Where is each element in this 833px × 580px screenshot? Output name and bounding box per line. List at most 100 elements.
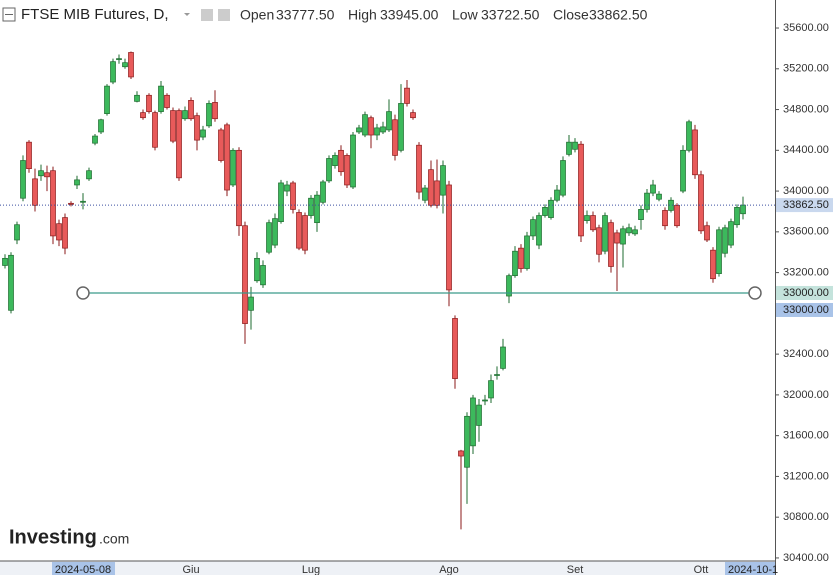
candle-body xyxy=(482,399,488,402)
candle-body xyxy=(14,224,20,241)
candle-body xyxy=(242,225,248,324)
candle-body xyxy=(410,112,416,119)
candle-body xyxy=(692,129,698,176)
candle-body xyxy=(446,184,452,291)
candle-body xyxy=(548,199,554,218)
candle-body xyxy=(524,235,530,269)
candle-body xyxy=(560,160,566,196)
candle-body xyxy=(578,143,584,237)
last-price-box xyxy=(776,198,833,213)
candle-body xyxy=(50,170,56,237)
date-label: 2024-05-08 xyxy=(55,564,111,575)
candle-body xyxy=(32,178,38,206)
candle-body xyxy=(500,346,506,369)
candle-body xyxy=(452,318,458,379)
candle-body xyxy=(644,192,650,210)
candle-body xyxy=(62,217,68,249)
y-tick-label: 34000.00 xyxy=(783,185,829,197)
candle-body xyxy=(608,222,614,267)
candle-body xyxy=(698,174,704,232)
candle-body xyxy=(734,207,740,226)
candle-body xyxy=(20,160,26,199)
candle-body xyxy=(566,141,572,155)
candle-body xyxy=(440,165,446,196)
candle-body xyxy=(722,227,728,254)
x-tick-label: Giu xyxy=(182,564,199,575)
candle-body xyxy=(74,179,80,186)
eye-icon[interactable] xyxy=(201,9,213,21)
candle-body xyxy=(188,100,194,120)
y-tick-label: 34800.00 xyxy=(783,103,829,115)
settings-icon[interactable] xyxy=(218,9,230,21)
candle-body xyxy=(518,247,524,269)
candle-body xyxy=(290,182,296,210)
logo-suffix: .com xyxy=(99,531,129,547)
candle-body xyxy=(650,184,656,194)
header-low-label: Low xyxy=(452,7,479,23)
candle-body xyxy=(488,380,494,399)
y-tick-label: 32400.00 xyxy=(783,348,829,360)
y-tick-label: 30400.00 xyxy=(783,552,829,564)
candle-body xyxy=(104,85,110,114)
candle-body xyxy=(86,170,92,180)
candle-body xyxy=(536,215,542,246)
candle-body xyxy=(200,129,206,138)
candle-body xyxy=(476,404,482,426)
candle-body xyxy=(356,127,362,133)
candle-body xyxy=(320,181,326,203)
candle-body xyxy=(278,182,284,222)
candle-body xyxy=(686,121,692,151)
hline-price-box xyxy=(776,302,833,317)
line-handle[interactable] xyxy=(76,286,90,300)
candle-body xyxy=(26,141,32,170)
candle-body xyxy=(302,215,308,251)
candle-body xyxy=(728,221,734,246)
candle-body xyxy=(470,397,476,447)
logo: Investing xyxy=(9,526,97,548)
candle-body xyxy=(680,149,686,192)
dropdown-icon[interactable] xyxy=(184,13,190,16)
candle-body xyxy=(674,204,680,227)
date-box xyxy=(725,562,775,575)
candle-body xyxy=(362,114,368,136)
candle-body xyxy=(392,119,398,156)
line-handle[interactable] xyxy=(748,286,762,300)
candle-body xyxy=(248,296,254,311)
collapse-icon[interactable] xyxy=(2,7,16,22)
candle-body xyxy=(254,257,260,282)
candle-body xyxy=(374,127,380,136)
header-close-label: Close xyxy=(553,7,589,23)
hline-price-label: 33000.00 xyxy=(783,304,829,316)
candle-body xyxy=(146,94,152,112)
hline-price-label: 33000.00 xyxy=(783,287,829,299)
y-tick-label: 31600.00 xyxy=(783,430,829,442)
candle-body xyxy=(206,103,212,127)
candle-body xyxy=(506,275,512,297)
candle-body xyxy=(98,119,104,133)
candle-body xyxy=(434,180,440,206)
candle-body xyxy=(572,141,578,150)
candle-body xyxy=(716,229,722,274)
y-tick-label: 34400.00 xyxy=(783,144,829,156)
candle-body xyxy=(530,219,536,237)
candle-body xyxy=(614,232,620,244)
candle-body xyxy=(212,102,218,120)
candle-body xyxy=(662,210,668,227)
candle-body xyxy=(56,223,62,241)
candle-body xyxy=(92,135,98,144)
candle-body xyxy=(158,85,164,112)
chart-title: FTSE MIB Futures, D, xyxy=(21,6,169,23)
candle-body xyxy=(332,155,338,166)
header-high-label: High xyxy=(348,7,377,23)
candle-body xyxy=(368,117,374,136)
x-tick-label: Set xyxy=(567,564,584,575)
candle-body xyxy=(260,265,266,286)
y-tick-label: 32000.00 xyxy=(783,389,829,401)
candle-body xyxy=(386,111,392,131)
candle-body xyxy=(350,134,356,188)
candle-body xyxy=(602,215,608,252)
candle-body xyxy=(512,250,518,277)
